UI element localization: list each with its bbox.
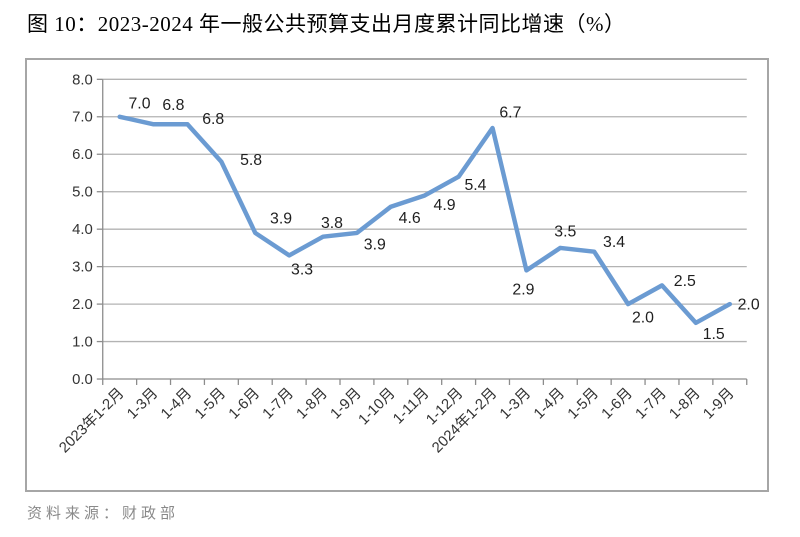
data-label: 6.7 <box>499 105 521 122</box>
data-label: 3.8 <box>321 215 343 232</box>
x-tick-label: 1-10月 <box>356 385 399 428</box>
data-label: 2.0 <box>632 309 654 326</box>
data-label: 1.5 <box>703 326 725 343</box>
data-label: 5.8 <box>240 152 262 169</box>
data-label: 3.9 <box>364 236 386 253</box>
data-label: 2.9 <box>512 282 534 299</box>
y-tick-label: 4.0 <box>72 222 93 238</box>
data-label: 3.5 <box>554 224 576 241</box>
x-tick-label: 1-7月 <box>633 385 670 422</box>
data-label: 4.9 <box>434 197 456 214</box>
y-tick-label: 1.0 <box>72 335 93 351</box>
y-tick-label: 7.0 <box>72 110 93 126</box>
y-tick-label: 0.0 <box>72 372 93 388</box>
x-tick-label: 1-4月 <box>531 385 568 422</box>
data-label: 2.0 <box>738 297 760 314</box>
data-label: 3.4 <box>603 234 625 251</box>
chart-svg: 0.0 1.0 2.0 3.0 4.0 5.0 6.0 7.0 8.0 7.0 6.8 6.8 5.8 3… <box>56 72 760 457</box>
data-label: 2.5 <box>674 273 696 290</box>
data-label: 6.8 <box>162 97 184 114</box>
x-tick-label: 1-6月 <box>599 385 636 422</box>
data-label: 7.0 <box>128 95 150 112</box>
data-label: 5.4 <box>464 177 486 194</box>
x-tick-label: 1-6月 <box>226 385 263 422</box>
source-note: 资料来源：财政部 <box>27 506 180 522</box>
y-tick-label: 2.0 <box>72 297 93 313</box>
x-tick-label: 1-9月 <box>701 385 738 422</box>
figure-title: 图 10：2023-2024 年一般公共预算支出月度累计同比增速（%） <box>27 12 626 36</box>
x-tick-label: 1-3月 <box>124 385 161 422</box>
x-tick-label: 1-5月 <box>565 385 602 422</box>
y-tick-label: 8.0 <box>72 72 93 88</box>
x-tick-label: 1-4月 <box>158 385 195 422</box>
x-tick-label: 1-11月 <box>390 385 432 427</box>
x-tick-label: 2023年1-2月 <box>56 385 128 457</box>
data-label: 3.9 <box>270 211 292 228</box>
x-tick-label: 1-3月 <box>497 385 534 422</box>
chart-area: 0.0 1.0 2.0 3.0 4.0 5.0 6.0 7.0 8.0 7.0 6.8 6.8 5.8 3… <box>25 58 769 492</box>
y-tick-label: 3.0 <box>72 260 93 276</box>
data-label: 3.3 <box>291 262 313 279</box>
data-label: 6.8 <box>202 111 224 128</box>
y-tick-label: 5.0 <box>72 185 93 201</box>
x-tick-label: 1-5月 <box>192 385 229 422</box>
x-tick-label: 1-7月 <box>260 385 297 422</box>
data-line <box>117 114 733 326</box>
data-label: 4.6 <box>399 210 421 227</box>
y-tick-label: 6.0 <box>72 147 93 163</box>
x-tick-label: 1-8月 <box>294 385 331 422</box>
x-tick-label: 1-8月 <box>667 385 704 422</box>
